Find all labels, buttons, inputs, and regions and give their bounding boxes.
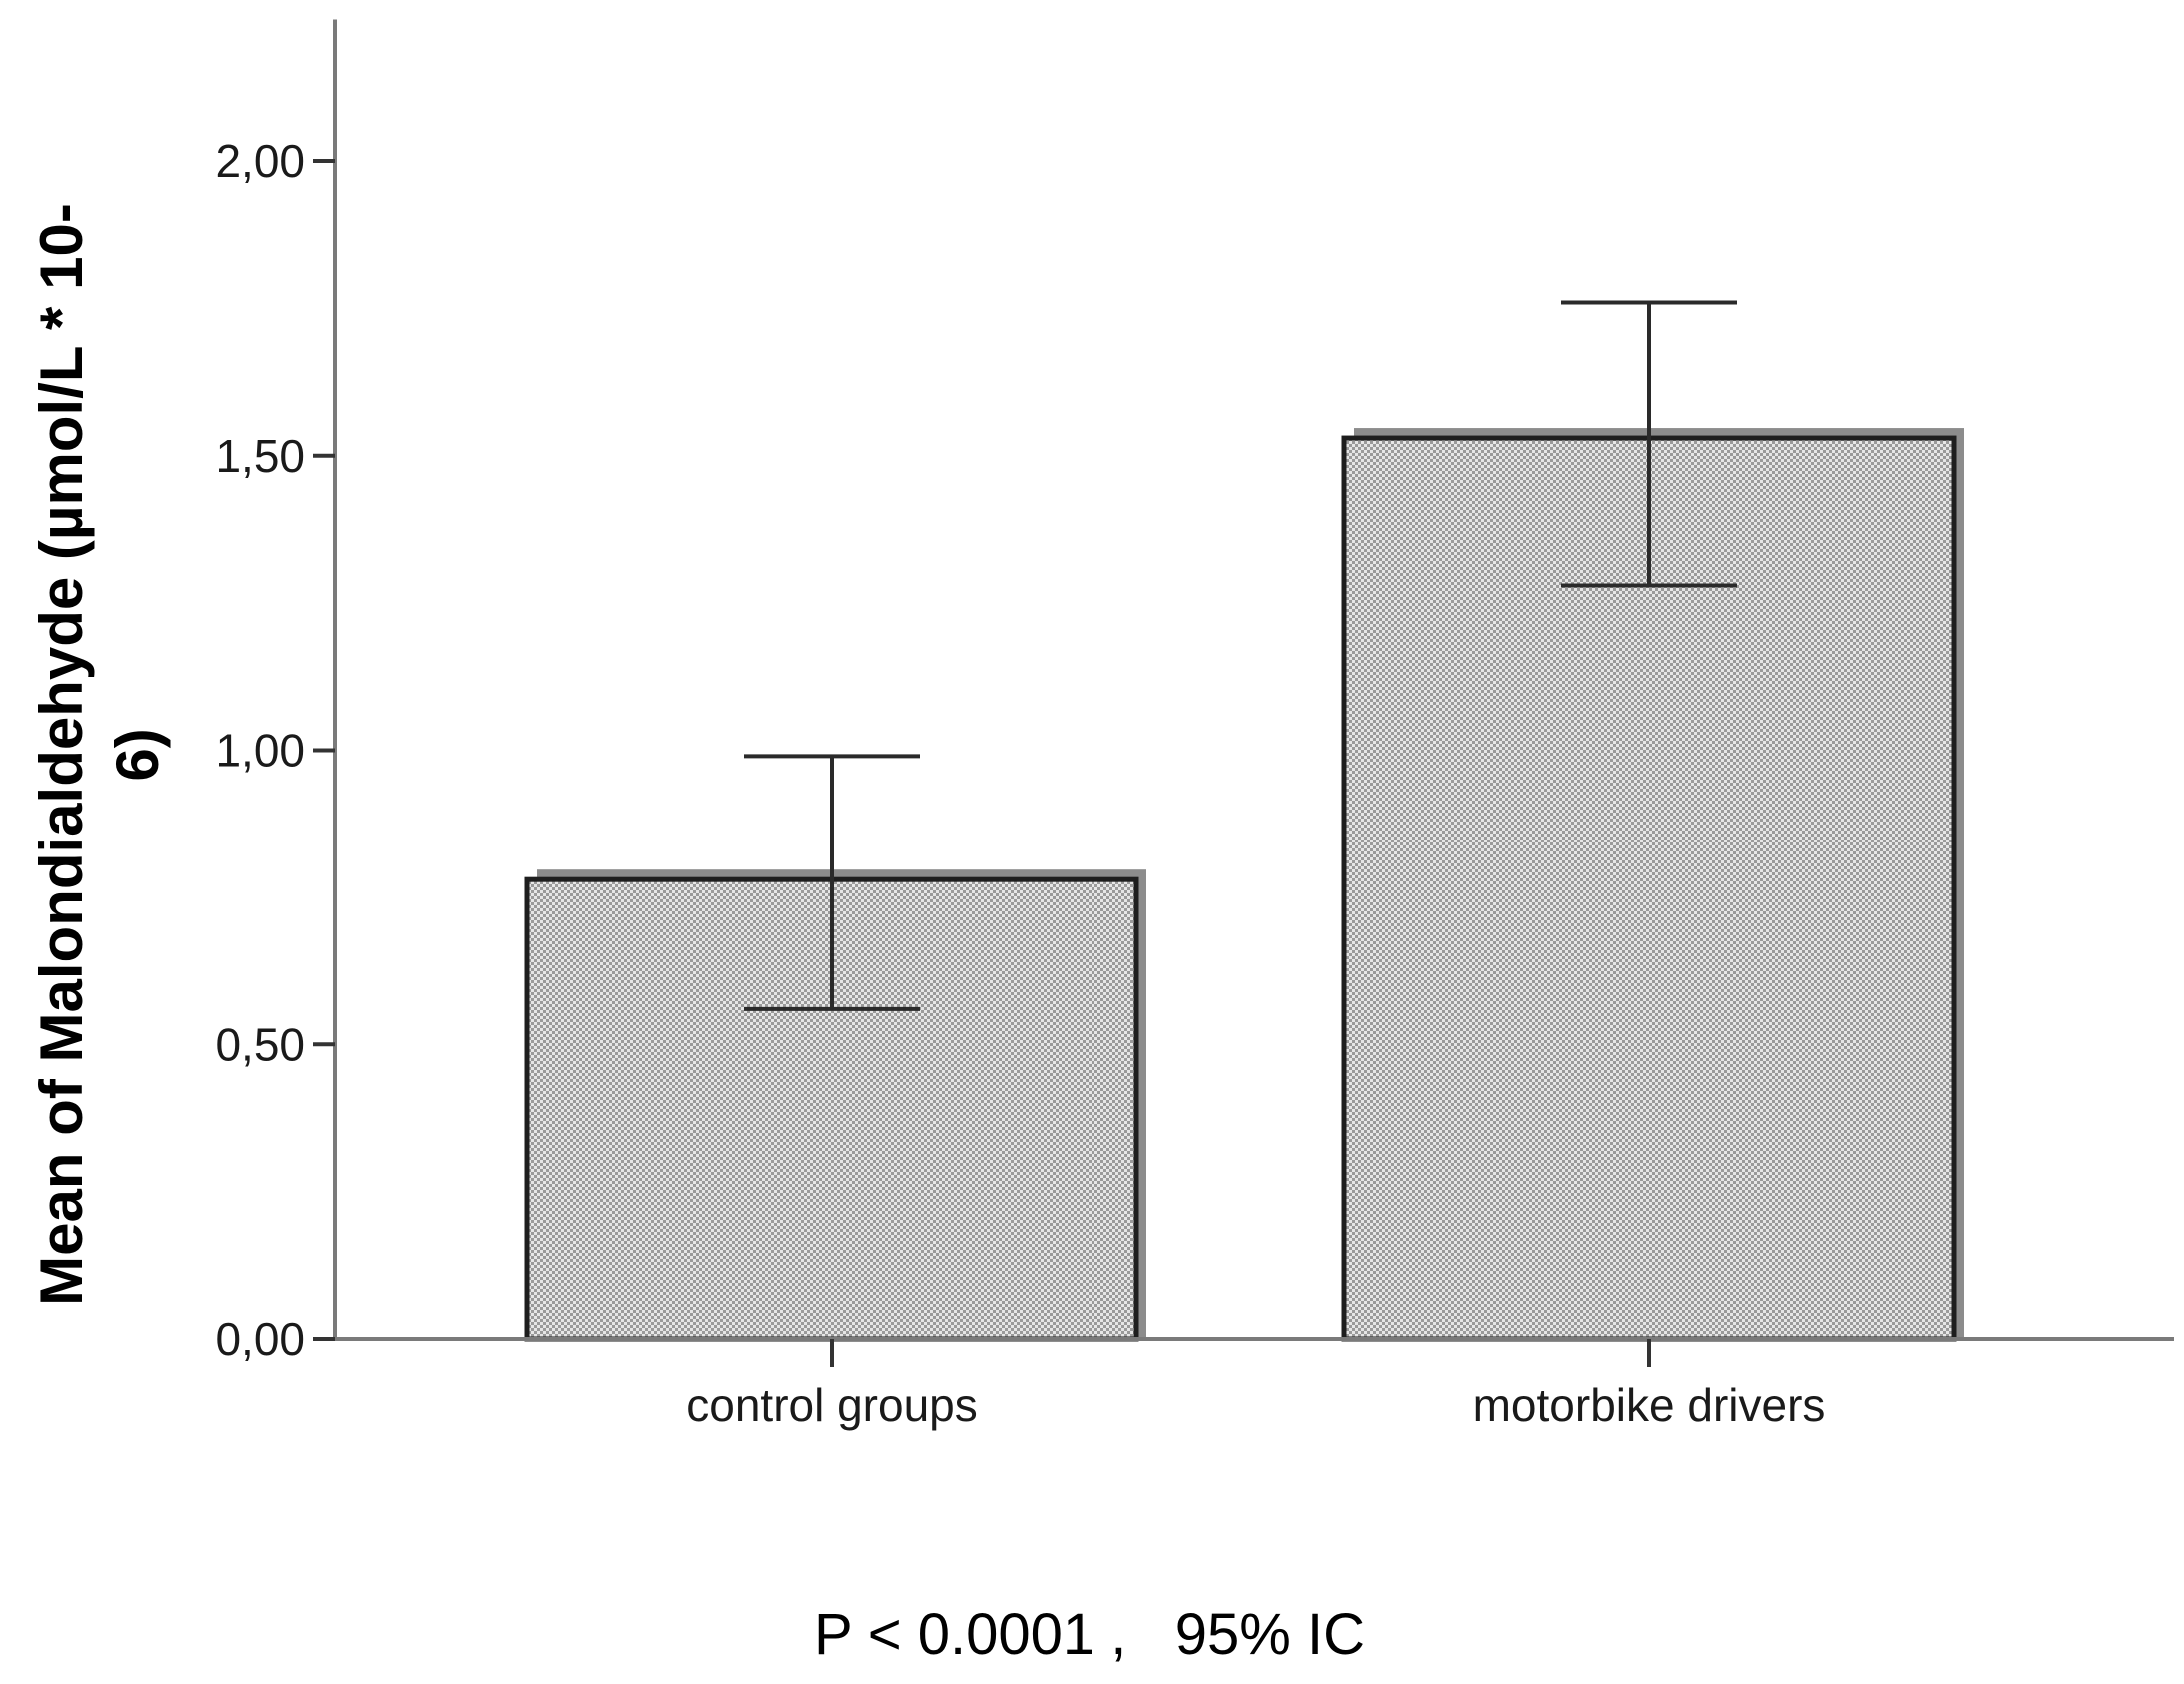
- y-axis-title-line-2: 6): [104, 728, 171, 781]
- y-tick-label: 0,00: [215, 1313, 305, 1365]
- x-tick-label: control groups: [686, 1379, 978, 1431]
- plot-area: 0,00 0,50 1,00 1,50 2,00 control groups motorb…: [215, 19, 2174, 1431]
- p-value-note: P < 0.0001 , 95% IC: [814, 1602, 1365, 1667]
- y-tick-label: 0,50: [215, 1018, 305, 1070]
- bar: [1341, 435, 1957, 1342]
- y-axis-title-line-1: Mean of Malondialdehyde (µmol/L * 10-: [28, 203, 95, 1306]
- y-tick-label: 1,50: [215, 430, 305, 482]
- x-tick-label: motorbike drivers: [1473, 1379, 1826, 1431]
- y-tick-label: 2,00: [215, 135, 305, 187]
- y-tick-label: 1,00: [215, 725, 305, 777]
